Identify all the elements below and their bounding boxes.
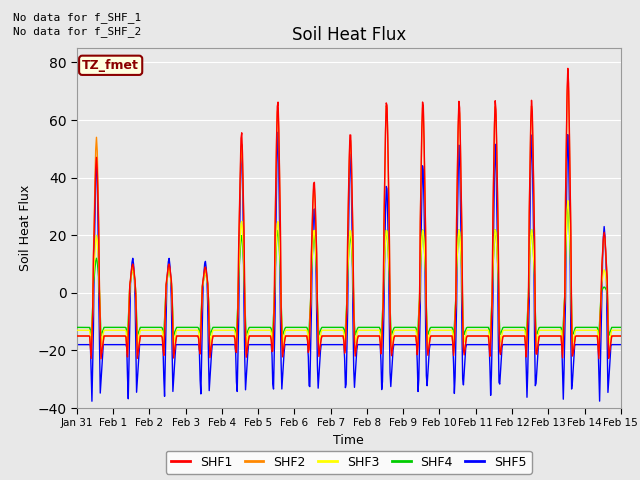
- SHF5: [140, 342, 147, 348]
- SHF1: [195, 336, 202, 341]
- SHF1: [97, 356, 105, 361]
- SHF5: [223, 342, 231, 348]
- Legend: SHF1, SHF2, SHF3, SHF4, SHF5: SHF1, SHF2, SHF3, SHF4, SHF5: [166, 451, 532, 474]
- Title: Soil Heat Flux: Soil Heat Flux: [292, 25, 406, 44]
- SHF5: [617, 342, 625, 348]
- SHF2: [140, 333, 147, 339]
- SHF5: [274, 129, 282, 135]
- SHF4: [140, 324, 147, 330]
- SHF5: [195, 342, 202, 348]
- SHF2: [564, 74, 572, 80]
- SHF5: [417, 303, 424, 309]
- SHF3: [431, 327, 439, 333]
- Line: SHF1: SHF1: [77, 68, 621, 359]
- SHF1: [416, 298, 424, 304]
- SHF4: [195, 325, 202, 331]
- SHF3: [97, 342, 105, 348]
- Text: TZ_fmet: TZ_fmet: [82, 59, 139, 72]
- SHF3: [617, 327, 625, 333]
- SHF4: [416, 295, 424, 301]
- Line: SHF4: SHF4: [77, 206, 621, 336]
- SHF2: [416, 298, 424, 303]
- Y-axis label: Soil Heat Flux: Soil Heat Flux: [19, 185, 32, 271]
- SHF1: [564, 65, 572, 71]
- SHF2: [97, 353, 105, 359]
- SHF4: [83, 324, 90, 330]
- X-axis label: Time: Time: [333, 434, 364, 447]
- SHF1: [223, 333, 231, 339]
- SHF3: [73, 327, 81, 333]
- SHF2: [195, 336, 202, 341]
- SHF4: [97, 333, 105, 339]
- SHF3: [416, 296, 424, 302]
- SHF3: [223, 327, 231, 333]
- SHF5: [83, 342, 90, 348]
- SHF3: [83, 327, 90, 333]
- SHF4: [73, 324, 81, 330]
- Line: SHF5: SHF5: [77, 132, 621, 401]
- SHF5: [433, 342, 440, 348]
- SHF4: [431, 324, 439, 330]
- SHF1: [73, 333, 81, 339]
- SHF1: [431, 333, 439, 339]
- SHF2: [617, 333, 625, 339]
- SHF1: [83, 333, 90, 339]
- Line: SHF3: SHF3: [77, 201, 621, 345]
- SHF4: [564, 204, 572, 209]
- SHF4: [223, 324, 231, 330]
- SHF5: [73, 342, 81, 348]
- SHF1: [140, 333, 147, 339]
- SHF3: [195, 329, 202, 335]
- SHF4: [617, 324, 625, 330]
- Line: SHF2: SHF2: [77, 77, 621, 356]
- SHF2: [73, 333, 81, 339]
- SHF2: [223, 333, 231, 339]
- Text: No data for f_SHF_1: No data for f_SHF_1: [13, 12, 141, 23]
- SHF3: [140, 327, 147, 333]
- Text: No data for f_SHF_2: No data for f_SHF_2: [13, 26, 141, 37]
- SHF1: [617, 333, 625, 339]
- SHF2: [431, 333, 439, 339]
- SHF3: [564, 198, 572, 204]
- SHF5: [88, 398, 96, 404]
- SHF2: [83, 333, 90, 339]
